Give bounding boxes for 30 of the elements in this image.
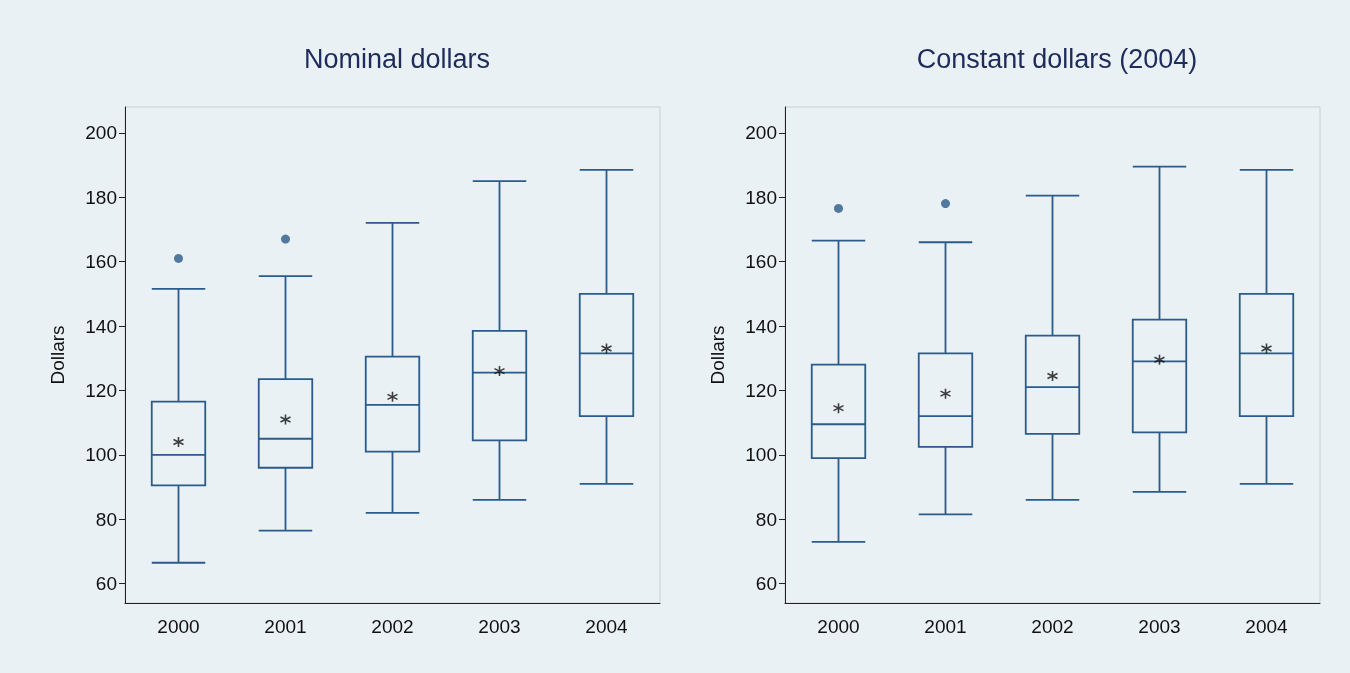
x-tick-label: 2002 (1031, 616, 1074, 637)
y-tick-label: 200 (85, 122, 117, 144)
y-tick-label: 120 (85, 379, 117, 401)
x-tick-label: 2004 (585, 616, 629, 637)
chart-title: Nominal dollars (303, 43, 491, 74)
y-tick-label: 180 (85, 186, 117, 208)
y-tick-label: 80 (95, 508, 117, 530)
x-tick-label: 2003 (1138, 616, 1181, 637)
y-tick-label: 200 (745, 122, 777, 144)
y-tick-label: 160 (745, 251, 777, 273)
y-tick-label: 140 (85, 315, 117, 337)
y-tick-label: 180 (745, 186, 777, 208)
y-tick-label: 140 (745, 315, 777, 337)
x-tick-label: 2000 (817, 616, 860, 637)
y-tick-label: 160 (85, 251, 117, 273)
y-tick-label: 100 (745, 444, 777, 466)
x-tick-label: 2003 (478, 616, 521, 637)
x-tick-label: 2000 (157, 616, 200, 637)
y-tick-label: 60 (95, 573, 117, 595)
x-tick-label: 2001 (924, 616, 967, 637)
y-tick-label: 120 (745, 379, 777, 401)
x-tick-label: 2004 (1245, 616, 1289, 637)
y-tick-label: 80 (755, 508, 777, 530)
chart-title: Constant dollars (2004) (916, 43, 1198, 74)
y-tick-label: 60 (755, 573, 777, 595)
x-tick-label: 2001 (264, 616, 307, 637)
y-axis-title: Dollars (47, 325, 68, 385)
y-tick-label: 100 (85, 444, 117, 466)
x-tick-label: 2002 (371, 616, 414, 637)
y-axis-title: Dollars (707, 325, 728, 385)
